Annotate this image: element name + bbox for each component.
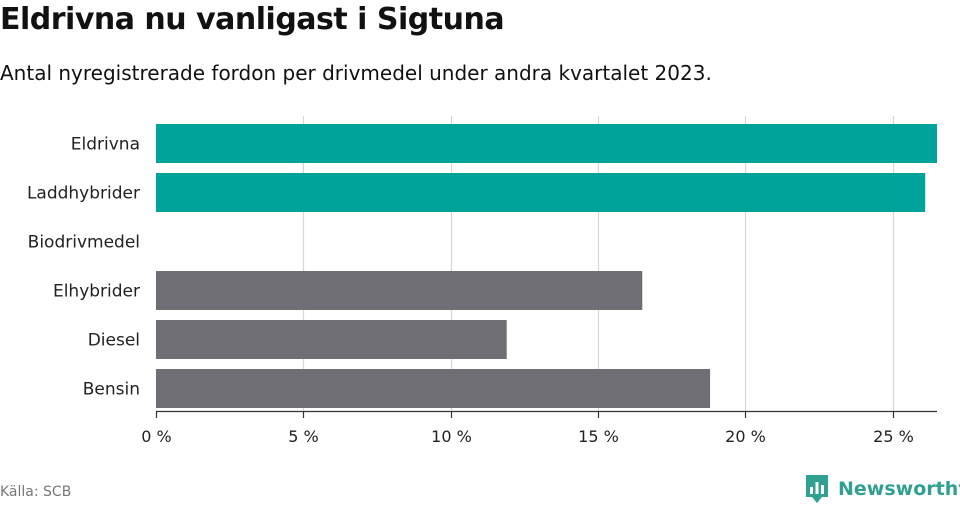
category-label: Bensin — [83, 380, 140, 400]
x-tick-label: 5 % — [288, 427, 318, 446]
category-label: Elhybrider — [53, 282, 140, 302]
category-label: Biodrivmedel — [28, 233, 140, 253]
category-labels: Eldrivna Laddhybrider Biodrivmedel Elhybrid… — [27, 135, 140, 400]
logo-text: Newsworthy — [838, 478, 960, 500]
bar-bensin — [156, 369, 711, 408]
bars — [156, 124, 937, 408]
bar-laddhybrider — [156, 173, 926, 212]
x-tick-label: 0 % — [141, 427, 171, 446]
x-axis: 0 % 5 % 10 % 15 % 20 % 25 % — [141, 410, 937, 446]
chart-title: Eldrivna nu vanligast i Sigtuna — [0, 2, 505, 37]
newsworthy-logo: Newsworthy — [804, 474, 960, 504]
category-label: Eldrivna — [71, 135, 140, 155]
category-label: Diesel — [88, 331, 140, 351]
x-tick-label: 20 % — [725, 427, 766, 446]
grid-lines — [302, 116, 895, 411]
bar-chart-speech-bubble-icon — [806, 475, 828, 503]
bar-elhybrider — [156, 271, 643, 310]
x-tick-label: 15 % — [578, 427, 619, 446]
bar-diesel — [156, 320, 507, 359]
source-note: Källa: SCB — [0, 484, 72, 500]
x-tick-label: 10 % — [431, 427, 472, 446]
x-tick-label: 25 % — [873, 427, 914, 446]
bar-eldrivna — [156, 124, 937, 163]
chart-subtitle: Antal nyregistrerade fordon per drivmede… — [0, 61, 712, 85]
category-label: Laddhybrider — [27, 184, 140, 204]
